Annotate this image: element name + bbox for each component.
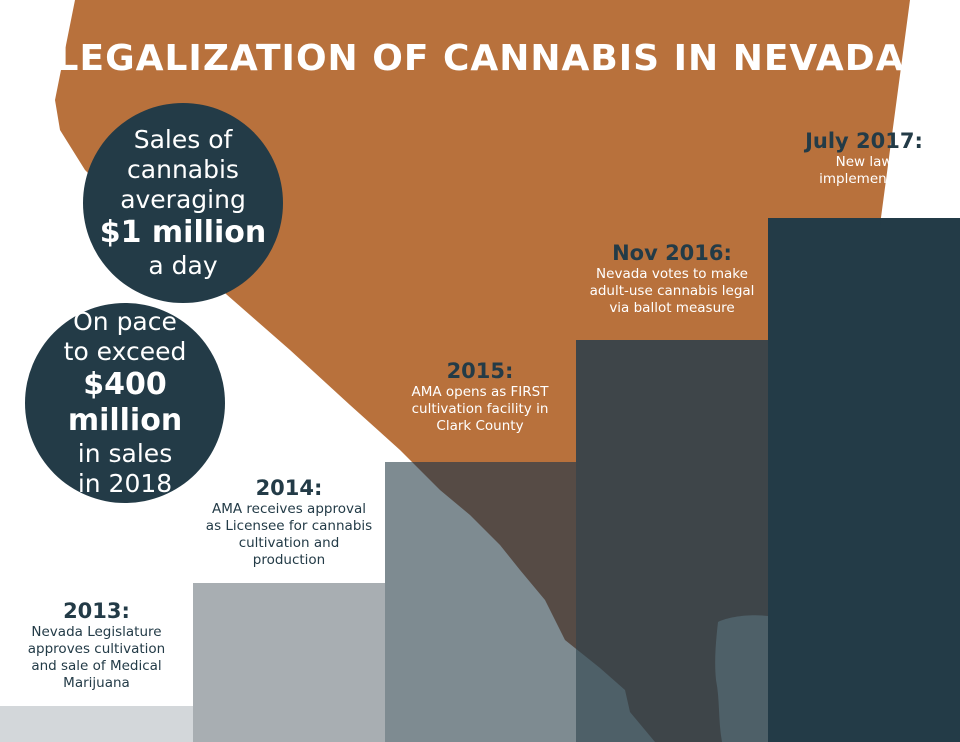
stat-line: to exceed [63, 337, 187, 366]
timeline-desc: production [252, 552, 326, 568]
timeline-desc: adult-use cannabis legal [589, 283, 755, 299]
timeline-desc: Marijuana [63, 675, 130, 691]
timeline-year: 2013: [63, 599, 130, 623]
timeline-desc: approves cultivation [27, 641, 166, 657]
timeline-desc: Nevada Legislature [31, 624, 162, 640]
stat-line: Sales of [133, 125, 233, 154]
timeline-2013: 2013: Nevada Legislature approves cultiv… [0, 598, 193, 692]
timeline-desc: New law [835, 154, 893, 170]
timeline-desc: Clark County [436, 418, 524, 434]
stat-line: a day [148, 251, 218, 280]
timeline-year: 2014: [255, 476, 323, 500]
timeline-desc: via ballot measure [609, 300, 735, 316]
stat-circle-annual-sales: On pace to exceed $400 million in sales … [25, 303, 225, 503]
stat-line: in 2018 [77, 469, 173, 498]
stat-circle-daily-sales: Sales of cannabis averaging $1 million a… [83, 103, 283, 303]
timeline-2016: Nov 2016: Nevada votes to make adult-use… [566, 240, 778, 317]
bar-2013 [0, 706, 193, 742]
timeline-desc: as Licensee for cannabis [205, 518, 373, 534]
timeline-desc: and sale of Medical [31, 658, 162, 674]
stat-highlight: $400 million [67, 367, 183, 438]
timeline-year: Nov 2016: [612, 241, 732, 265]
timeline-desc: cultivation and [238, 535, 340, 551]
timeline-desc: AMA receives approval [211, 501, 366, 517]
stat-line: averaging [120, 185, 246, 214]
timeline-desc: implemented [819, 171, 909, 187]
stat-line: cannabis [127, 155, 239, 184]
timeline-year: 2015: [446, 359, 514, 383]
timeline-2015: 2015: AMA opens as FIRST cultivation fac… [380, 358, 580, 435]
timeline-desc: AMA opens as FIRST [411, 384, 549, 400]
timeline-year: July 2017: [805, 129, 923, 153]
timeline-2017: July 2017: New law implemented [768, 128, 960, 188]
stat-line: On pace [73, 307, 177, 336]
timeline-desc: cultivation facility in [411, 401, 549, 417]
stat-line: in sales [77, 439, 173, 468]
lake-shape [715, 615, 768, 742]
timeline-2014: 2014: AMA receives approval as Licensee … [193, 475, 385, 569]
bar-2014 [193, 583, 385, 742]
timeline-desc: Nevada votes to make [596, 266, 748, 282]
page-title: LEGALIZATION OF CANNABIS IN NEVADA [55, 38, 905, 79]
stat-highlight: $1 million [99, 215, 267, 250]
